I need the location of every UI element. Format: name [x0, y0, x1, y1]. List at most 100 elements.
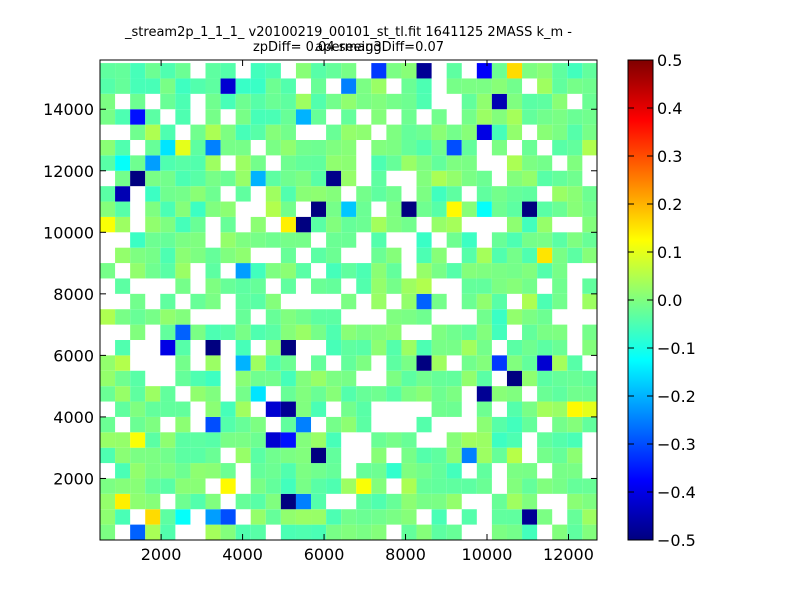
heatmap-cell — [205, 201, 221, 217]
heatmap-cell — [522, 170, 538, 187]
heatmap-cell — [115, 509, 131, 525]
heatmap-cell — [341, 324, 357, 340]
heatmap-cell — [506, 401, 523, 417]
heatmap-cell — [160, 447, 176, 464]
heatmap-cell — [552, 401, 568, 417]
heatmap-cell — [356, 186, 372, 202]
heatmap-cell — [175, 232, 191, 248]
heatmap-cell — [537, 355, 553, 371]
heatmap-cell — [446, 324, 462, 340]
heatmap-cell — [416, 355, 432, 371]
heatmap-cell — [265, 201, 281, 217]
heatmap-cell — [431, 155, 447, 171]
heatmap-cell — [295, 509, 312, 525]
heatmap-cell — [160, 524, 176, 540]
heatmap-cell — [476, 309, 492, 325]
heatmap-cell — [537, 78, 553, 94]
heatmap-cell — [552, 93, 568, 110]
heatmap-cell — [265, 293, 281, 310]
heatmap-cell — [431, 370, 447, 387]
heatmap-cell — [100, 201, 116, 217]
heatmap-cell — [552, 170, 568, 187]
heatmap-cell — [491, 232, 507, 248]
x-tick-label: 8000 — [385, 545, 426, 564]
heatmap-cell — [461, 124, 477, 140]
heatmap-cell — [205, 155, 221, 171]
heatmap-cell — [386, 278, 402, 294]
colorbar-tick-label: 0.0 — [657, 291, 682, 310]
heatmap-cell — [476, 170, 492, 187]
heatmap-cell — [506, 124, 523, 140]
heatmap-cell — [567, 463, 583, 479]
heatmap-cell — [190, 124, 206, 140]
heatmap-cell — [567, 524, 583, 540]
heatmap-cell — [386, 324, 402, 340]
heatmap-cell — [175, 432, 191, 448]
heatmap-cell — [160, 478, 176, 494]
heatmap-cell — [326, 478, 342, 494]
heatmap-cell — [130, 416, 146, 433]
heatmap-cell — [552, 63, 568, 79]
heatmap-cell — [100, 432, 116, 448]
heatmap-cell — [582, 493, 597, 510]
heatmap-cell — [446, 447, 462, 464]
heatmap-cell — [145, 263, 161, 279]
heatmap-cell — [522, 93, 538, 110]
heatmap-cell — [205, 78, 221, 94]
heatmap-cell — [582, 216, 597, 233]
heatmap-cell — [145, 401, 161, 417]
heatmap-cell — [522, 140, 538, 156]
heatmap-cell — [476, 386, 492, 402]
heatmap-cell — [295, 386, 312, 402]
heatmap-cell — [250, 432, 266, 448]
heatmap-cell — [326, 216, 342, 233]
heatmap-cell — [431, 140, 447, 156]
heatmap-cell — [145, 447, 161, 464]
heatmap-cell — [265, 509, 281, 525]
heatmap-cell — [582, 232, 597, 248]
heatmap-cell — [537, 401, 553, 417]
heatmap-cell — [371, 109, 387, 125]
heatmap-cell — [205, 109, 221, 125]
heatmap-cell — [145, 493, 161, 510]
heatmap-cell — [100, 478, 116, 494]
heatmap-cell — [341, 355, 357, 371]
heatmap-cell — [401, 340, 417, 356]
heatmap-cell — [280, 216, 296, 233]
heatmap-cell — [311, 186, 327, 202]
heatmap-cell — [416, 340, 432, 356]
heatmap-cell — [250, 155, 266, 171]
heatmap-cell — [100, 186, 116, 202]
colorbar-tick-label: 0.1 — [657, 243, 682, 262]
heatmap-cell — [280, 463, 296, 479]
heatmap-cell — [461, 509, 477, 525]
heatmap-cell — [341, 155, 357, 171]
heatmap-cell — [416, 416, 432, 433]
heatmap-cell — [491, 493, 507, 510]
heatmap-cell — [401, 63, 417, 79]
heatmap-cell — [582, 247, 597, 264]
heatmap-cell — [311, 201, 327, 217]
heatmap-cell — [401, 355, 417, 371]
heatmap-cell — [130, 109, 146, 125]
heatmap-cell — [582, 478, 597, 494]
heatmap-cell — [220, 93, 236, 110]
heatmap-cell — [431, 493, 447, 510]
heatmap-cell — [491, 309, 507, 325]
heatmap-cell — [280, 478, 296, 494]
heatmap-cell — [552, 247, 568, 264]
heatmap-cell — [265, 170, 281, 187]
heatmap-cell — [220, 524, 236, 540]
heatmap-cell — [552, 263, 568, 279]
heatmap-cell — [401, 447, 417, 464]
heatmap-cell — [220, 201, 236, 217]
heatmap-cell — [326, 524, 342, 540]
heatmap-cell — [582, 93, 597, 110]
heatmap-cell — [265, 370, 281, 387]
heatmap-cell — [386, 140, 402, 156]
heatmap-cell — [356, 416, 372, 433]
heatmap-cell — [280, 524, 296, 540]
heatmap-cell — [311, 78, 327, 94]
heatmap-cell — [491, 355, 507, 371]
